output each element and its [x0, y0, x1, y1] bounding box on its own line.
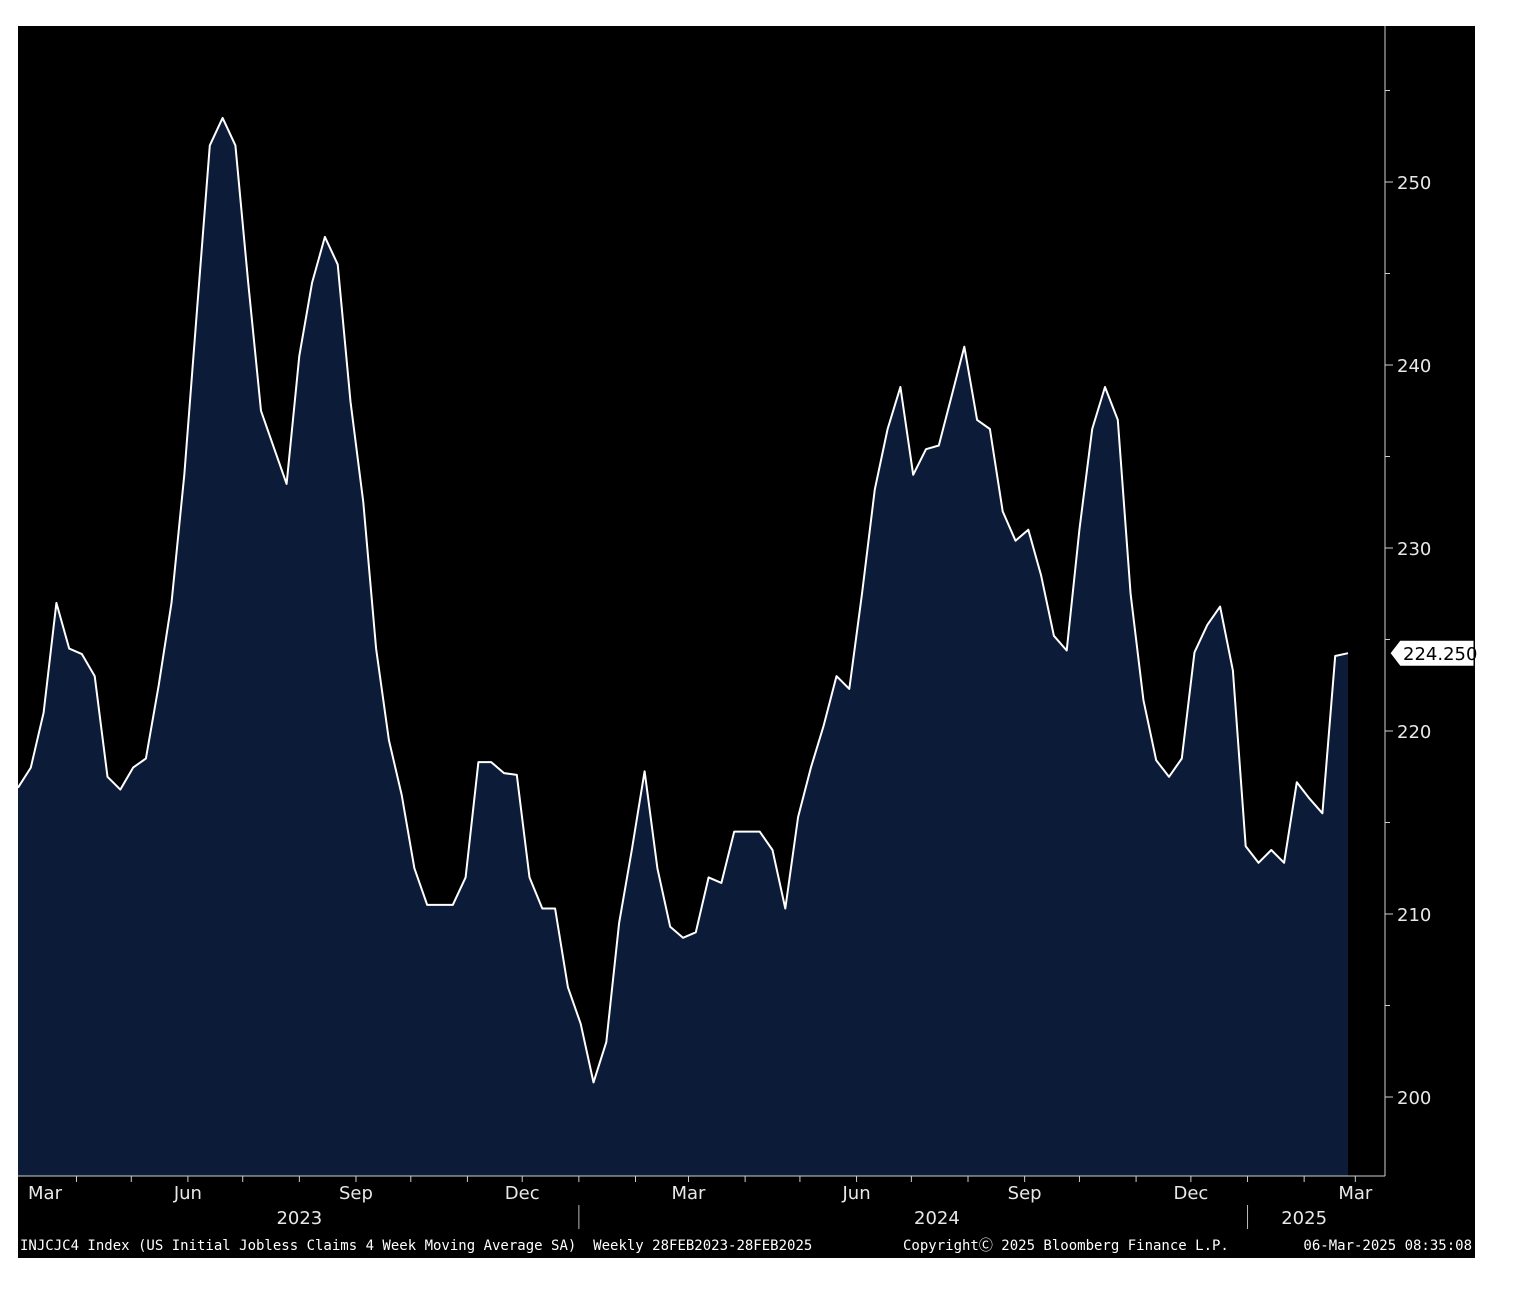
y-tick-label: 220: [1397, 722, 1431, 743]
series-line: [17, 116, 1349, 1084]
y-tick-label: 230: [1397, 539, 1431, 560]
x-tick-label: Dec: [1173, 1183, 1208, 1204]
x-tick-label: Jun: [173, 1183, 202, 1204]
x-tick-label: Mar: [671, 1183, 706, 1204]
x-year-label: 2024: [914, 1208, 960, 1229]
x-year-label: 2023: [276, 1208, 322, 1229]
x-year-label: 2025: [1281, 1208, 1327, 1229]
last-value-label: 224.250: [1403, 644, 1477, 665]
x-tick-label: Sep: [1008, 1183, 1042, 1204]
x-tick-label: Mar: [28, 1183, 63, 1204]
last-value-marker: 224.250: [1389, 639, 1477, 667]
footer: INJCJC4 Index (US Initial Jobless Claims…: [20, 1238, 1472, 1254]
x-tick-label: Sep: [339, 1183, 373, 1204]
y-tick-label: 250: [1397, 173, 1431, 194]
footer-copyright: CopyrightⒸ 2025 Bloomberg Finance L.P.: [903, 1238, 1229, 1254]
footer-ticker: INJCJC4 Index (US Initial Jobless Claims…: [20, 1238, 812, 1254]
y-tick-label: 210: [1397, 905, 1431, 926]
footer-timestamp: 06-Mar-2025 08:35:08: [1303, 1238, 1472, 1254]
y-tick-label: 200: [1397, 1088, 1431, 1109]
area-fill: [18, 117, 1348, 1176]
x-tick-label: Mar: [1338, 1183, 1373, 1204]
y-tick-label: 240: [1397, 356, 1431, 377]
y-axis: 200 210 220 230 240 250: [1385, 90, 1431, 1109]
x-axis: Mar Jun Sep Dec Mar Jun Sep Dec Mar 2023 2024 2025: [28, 1176, 1373, 1229]
last-value-box: [1389, 639, 1475, 667]
x-tick-label: Dec: [505, 1183, 540, 1204]
x-tick-label: Jun: [841, 1183, 870, 1204]
